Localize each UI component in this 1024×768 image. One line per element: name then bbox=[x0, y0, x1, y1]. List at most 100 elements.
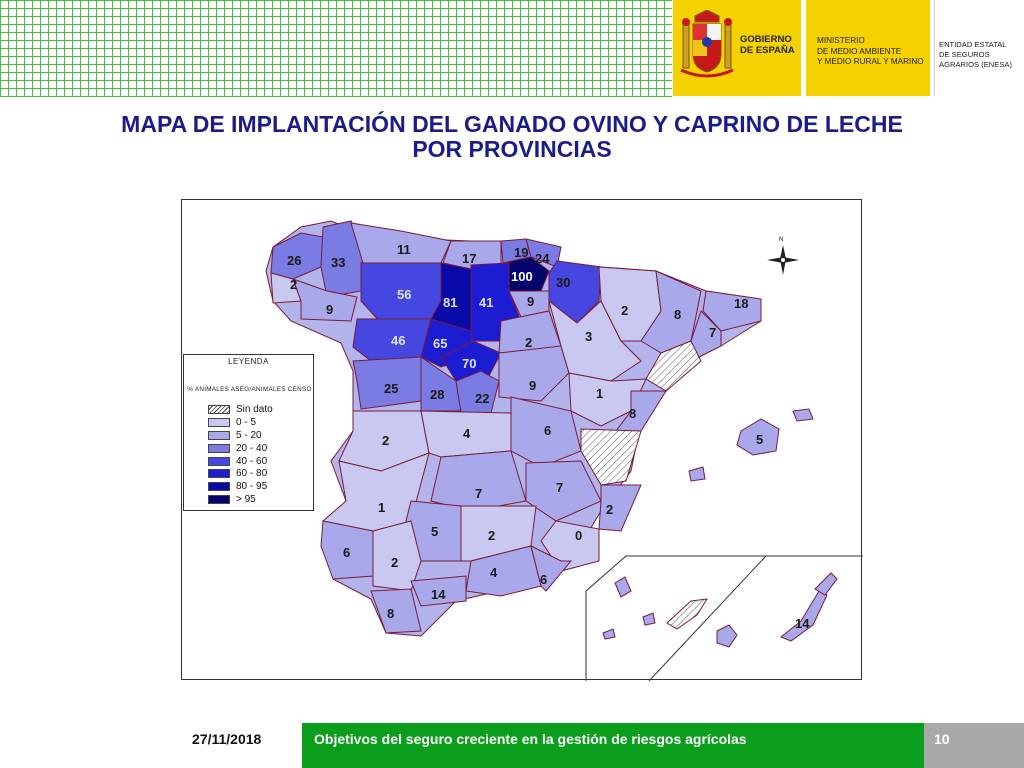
label-barcelona: 7 bbox=[709, 325, 716, 340]
label-soria: 2 bbox=[525, 335, 532, 350]
menorca-island bbox=[792, 408, 814, 422]
province-cordoba bbox=[405, 500, 462, 562]
label-segovia: 70 bbox=[462, 356, 476, 371]
page-title: MAPA DE IMPLANTACIÓN DEL GANADO OVINO Y … bbox=[121, 111, 903, 162]
map-legend: LEYENDA % ANIMALES ASEG/ANIMALES CENSO S… bbox=[183, 354, 314, 511]
label-pontevedra: 2 bbox=[290, 277, 297, 292]
ministerio-label: MINISTERIO DE MEDIO AMBIENTE Y MEDIO RUR… bbox=[817, 36, 924, 66]
legend-swatch bbox=[208, 430, 230, 440]
legend-label: 40 - 60 bbox=[236, 455, 268, 467]
label-asturias: 11 bbox=[397, 242, 411, 257]
legend-item: 80 - 95 bbox=[208, 480, 273, 493]
label-bizkaia: 19 bbox=[514, 245, 528, 260]
island-lanzarote bbox=[814, 572, 838, 596]
island-tenerife bbox=[666, 598, 708, 630]
province-sevilla bbox=[372, 520, 422, 592]
label-ciudad-real: 7 bbox=[475, 486, 482, 501]
legend-swatch bbox=[208, 404, 230, 414]
label-gipuzkoa: 24 bbox=[535, 251, 550, 266]
province-salamanca bbox=[352, 356, 422, 410]
label-castellon: 8 bbox=[629, 406, 636, 421]
province-malaga bbox=[410, 575, 467, 607]
label-a-coruna: 26 bbox=[287, 253, 301, 268]
label-zamora: 46 bbox=[391, 333, 405, 348]
province-las-palmas bbox=[780, 590, 828, 642]
province-zaragoza bbox=[548, 299, 642, 382]
province-map: N 26 33 2 9 11 17 19 24 100 30 56 81 41 … bbox=[181, 199, 863, 681]
label-palencia: 81 bbox=[443, 295, 457, 310]
footer-caption: Objetivos del seguro creciente en la ges… bbox=[314, 731, 747, 747]
label-malaga: 14 bbox=[431, 587, 446, 602]
page-number: 10 bbox=[934, 731, 950, 747]
label-almeria: 6 bbox=[540, 572, 547, 587]
ministerio-logo-panel: MINISTERIO DE MEDIO AMBIENTE Y MEDIO RUR… bbox=[806, 0, 930, 96]
island-la-palma bbox=[614, 576, 632, 598]
label-las-palmas: 14 bbox=[795, 616, 810, 631]
label-baleares: 5 bbox=[756, 432, 763, 447]
label-huesca: 2 bbox=[621, 303, 628, 318]
label-alicante: 2 bbox=[606, 502, 613, 517]
label-lugo: 33 bbox=[331, 255, 345, 270]
province-granada bbox=[465, 545, 542, 597]
footer-page-number-box: 10 bbox=[924, 723, 1024, 768]
island-la-gomera bbox=[642, 612, 656, 626]
label-guadalajara: 9 bbox=[529, 378, 536, 393]
label-madrid: 22 bbox=[475, 391, 489, 406]
province-girona bbox=[702, 290, 762, 332]
label-granada: 4 bbox=[490, 565, 498, 580]
legend-swatch bbox=[208, 482, 230, 492]
province-cuenca bbox=[510, 396, 582, 468]
legend-label: 80 - 95 bbox=[236, 481, 268, 493]
province-guadalajara bbox=[498, 345, 570, 402]
province-cadiz bbox=[370, 588, 422, 634]
header-grid-pattern bbox=[0, 0, 672, 97]
legend-item: 20 - 40 bbox=[208, 442, 273, 455]
province-albacete bbox=[525, 460, 602, 522]
legend-label: > 95 bbox=[236, 494, 256, 506]
footer-date: 27/11/2018 bbox=[192, 731, 262, 747]
compass-north-label: N bbox=[779, 237, 783, 243]
label-zaragoza: 3 bbox=[585, 329, 592, 344]
legend-label: 60 - 80 bbox=[236, 468, 268, 480]
legend-item: 40 - 60 bbox=[208, 455, 273, 468]
province-madrid bbox=[455, 370, 500, 414]
label-cordoba: 5 bbox=[431, 524, 438, 539]
label-teruel: 1 bbox=[596, 386, 603, 401]
label-albacete: 7 bbox=[556, 480, 563, 495]
legend-items: Sin dato 0 - 5 5 - 20 20 - 40 40 - 60 60… bbox=[208, 403, 273, 506]
label-leon: 56 bbox=[397, 287, 411, 302]
legend-item: 5 - 20 bbox=[208, 429, 273, 442]
legend-item: 60 - 80 bbox=[208, 467, 273, 480]
legend-item: Sin dato bbox=[208, 403, 273, 416]
coat-of-arms-icon bbox=[680, 10, 734, 78]
label-cadiz: 8 bbox=[387, 606, 394, 621]
label-toledo: 4 bbox=[463, 426, 471, 441]
province-huelva bbox=[320, 520, 374, 580]
label-sevilla: 2 bbox=[391, 555, 398, 570]
label-alava: 100 bbox=[511, 269, 533, 284]
legend-label: Sin dato bbox=[236, 403, 273, 415]
label-murcia: 0 bbox=[575, 528, 582, 543]
gobierno-logo-panel: GOBIERNO DE ESPAÑA bbox=[673, 0, 801, 96]
legend-label: 5 - 20 bbox=[236, 429, 262, 441]
label-caceres: 2 bbox=[382, 433, 389, 448]
legend-title: LEYENDA bbox=[228, 357, 269, 366]
legend-item: 0 - 5 bbox=[208, 416, 273, 429]
province-alicante bbox=[598, 484, 642, 532]
legend-swatch bbox=[208, 469, 230, 479]
label-navarra: 30 bbox=[556, 275, 570, 290]
label-avila: 28 bbox=[430, 387, 444, 402]
enesa-logo-panel: ENTIDAD ESTATAL DE SEGUROS AGRARIOS (ENE… bbox=[934, 0, 1023, 96]
label-cantabria: 17 bbox=[462, 251, 476, 266]
province-tarragona bbox=[645, 340, 702, 392]
legend-swatch bbox=[208, 495, 230, 505]
label-la-rioja: 9 bbox=[527, 294, 534, 309]
province-barcelona bbox=[690, 310, 722, 362]
footer-caption-bar: Objetivos del seguro creciente en la ges… bbox=[302, 723, 924, 768]
province-almeria bbox=[530, 545, 573, 592]
legend-label: 20 - 40 bbox=[236, 442, 268, 454]
compass-rose-icon: N bbox=[767, 237, 799, 275]
ibiza-island bbox=[688, 466, 706, 482]
canary-inset-diagonal bbox=[648, 555, 767, 681]
enesa-label: ENTIDAD ESTATAL DE SEGUROS AGRARIOS (ENE… bbox=[939, 40, 1012, 69]
